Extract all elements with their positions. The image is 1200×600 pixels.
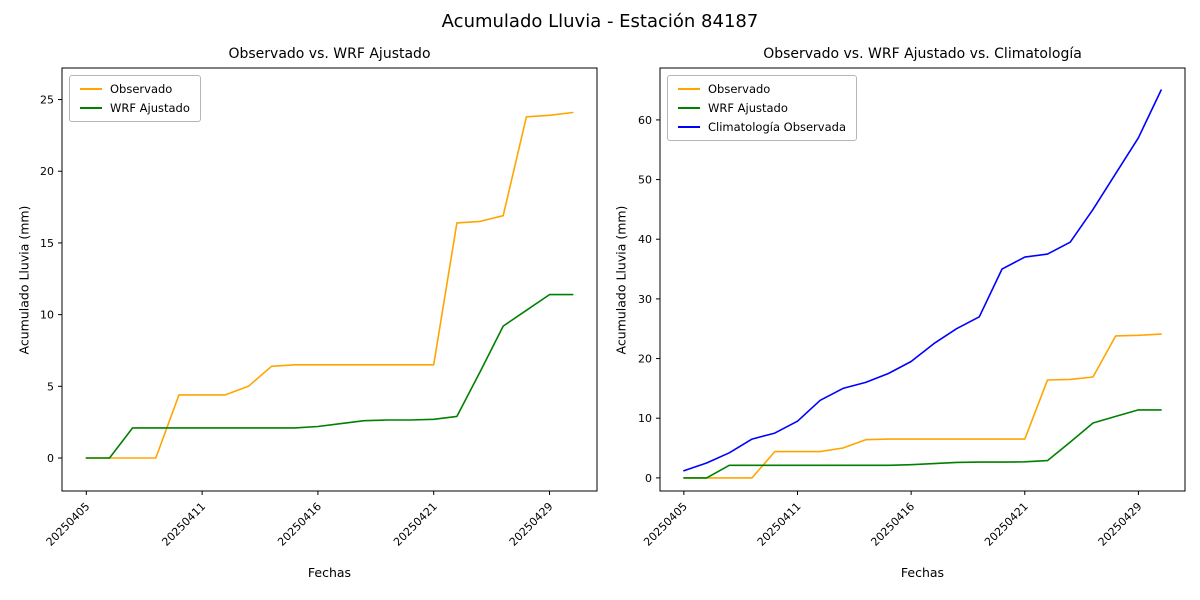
y-tick-label: 25 [40,94,54,107]
series-line-observado [85,111,574,459]
y-tick-label: 20 [40,165,54,178]
legend-entry: Observado [678,82,846,96]
legend-line-swatch [678,126,700,128]
y-tick-label: 10 [638,412,652,425]
legend-label: WRF Ajustado [708,101,788,115]
x-tick-label: 20250429 [507,500,556,549]
axes-frame [61,67,598,492]
right-chart-title: Observado vs. WRF Ajustado vs. Climatolo… [763,46,1082,62]
legend-line-swatch [80,88,102,90]
x-tick-label: 20250416 [275,500,324,549]
x-tick-label: 20250421 [391,500,440,549]
right-chart-legend: Observado WRF Ajustado Climatología Observ… [667,75,857,141]
y-tick-label: 40 [638,233,652,246]
axes-frame [659,67,1186,492]
y-tick-label: 5 [47,380,54,393]
x-tick-label: 20250405 [44,500,93,549]
series-line-climatolog-a-observada [683,89,1162,472]
legend-label: WRF Ajustado [110,101,190,115]
y-tick-label: 60 [638,114,652,127]
x-tick-label: 20250411 [755,500,804,549]
legend-entry: Observado [80,82,190,96]
left-chart-title: Observado vs. WRF Ajustado [228,46,431,62]
y-tick-label: 20 [638,353,652,366]
x-tick-label: 20250411 [159,500,208,549]
legend-label: Observado [708,82,771,96]
left-x-axis-label: Fechas [307,565,352,580]
y-tick-label: 15 [40,237,54,250]
legend-entry: WRF Ajustado [678,101,846,115]
left-chart-legend: Observado WRF Ajustado [69,75,201,122]
y-tick-label: 50 [638,174,652,187]
legend-label: Climatología Observada [708,120,846,134]
figure-title: Acumulado Lluvia - Estación 84187 [441,11,759,32]
legend-line-swatch [678,88,700,90]
legend-entry: WRF Ajustado [80,101,190,115]
legend-label: Observado [110,82,173,96]
series-line-wrf-ajustado [683,409,1162,479]
series-line-observado [683,333,1162,479]
x-tick-label: 20250421 [982,500,1031,549]
legend-line-swatch [80,107,102,109]
y-tick-label: 0 [645,472,652,485]
legend-entry: Climatología Observada [678,120,846,134]
right-x-axis-label: Fechas [900,565,945,580]
y-tick-label: 0 [47,452,54,465]
x-tick-label: 20250429 [1096,500,1145,549]
x-tick-label: 20250405 [641,500,690,549]
y-tick-label: 30 [638,293,652,306]
legend-line-swatch [678,107,700,109]
series-line-wrf-ajustado [85,293,574,459]
x-tick-label: 20250416 [868,500,917,549]
y-tick-label: 10 [40,309,54,322]
